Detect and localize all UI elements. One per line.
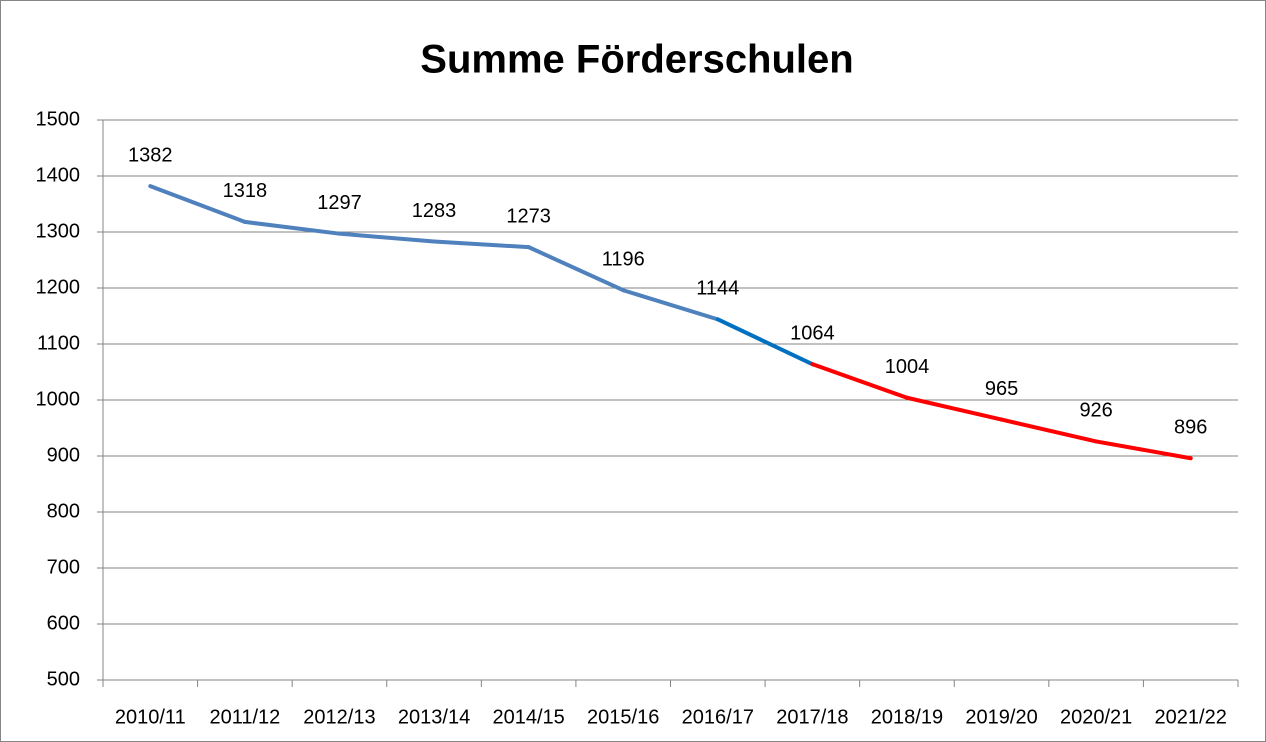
y-tick-label: 1200 (36, 276, 81, 298)
line-segment (999, 417, 1099, 444)
x-tick-label: 2011/12 (209, 706, 280, 728)
data-label: 926 (1079, 400, 1112, 422)
x-tick-label: 2015/16 (587, 706, 659, 728)
x-tick-label: 2019/20 (965, 706, 1037, 728)
line-segment (715, 317, 815, 367)
y-tick-label: 1500 (36, 108, 81, 130)
y-tick-label: 900 (47, 444, 80, 466)
x-tick-label: 2020/21 (1060, 706, 1132, 728)
line-segment (148, 184, 247, 224)
line-segment (432, 239, 531, 250)
data-label: 1064 (790, 322, 835, 344)
line-segment (904, 395, 1004, 422)
line-segment (337, 231, 437, 244)
y-tick-label: 1400 (36, 164, 81, 186)
y-tick-label: 1100 (37, 332, 80, 354)
line-segment (526, 245, 626, 293)
data-label: 1318 (223, 180, 268, 202)
x-tick-label: 2010/11 (115, 706, 186, 728)
data-label: 1004 (885, 356, 930, 378)
line-segment (1094, 439, 1193, 461)
data-label: 1382 (128, 144, 173, 166)
y-tick-label: 1300 (36, 220, 81, 242)
y-tick-label: 500 (47, 668, 80, 690)
x-tick-label: 2017/18 (776, 706, 848, 728)
x-tick-label: 2016/17 (682, 706, 754, 728)
data-label: 1297 (317, 192, 362, 214)
x-tick-label: 2013/14 (398, 706, 470, 728)
data-label: 965 (985, 378, 1018, 400)
x-tick-label: 2014/15 (492, 706, 564, 728)
data-label: 896 (1174, 417, 1207, 439)
data-label: 1144 (696, 278, 739, 300)
y-tick-label: 600 (47, 612, 80, 634)
x-tick-label: 2018/19 (871, 706, 943, 728)
chart-title: Summe Förderschulen (420, 38, 853, 82)
y-tick-label: 1000 (36, 388, 81, 410)
data-label: 1283 (412, 200, 457, 222)
y-tick-label: 800 (47, 500, 80, 522)
x-tick-label: 2012/13 (303, 706, 375, 728)
y-tick-label: 700 (47, 556, 80, 578)
line-segment (810, 362, 909, 400)
data-label: 1196 (602, 249, 645, 271)
data-label: 1273 (506, 205, 551, 227)
line-segment (242, 219, 342, 236)
x-tick-label: 2021/22 (1155, 706, 1227, 728)
line-segment (621, 288, 720, 322)
